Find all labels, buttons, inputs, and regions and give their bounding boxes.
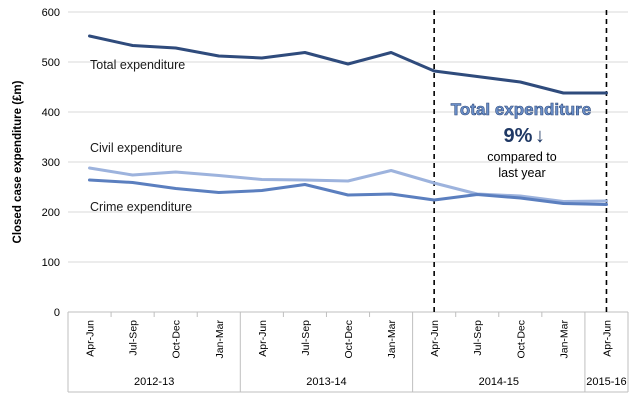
- y-tick-label-100: 100: [42, 257, 60, 269]
- y-tick-label-300: 300: [42, 157, 60, 169]
- series-line-1: [88, 166, 608, 203]
- series-label-0: Total expenditure: [90, 58, 185, 72]
- y-tick-label-200: 200: [42, 207, 60, 219]
- annotation-title: Total expenditure: [451, 100, 591, 119]
- series-label-2: Crime expenditure: [90, 200, 192, 214]
- x-tick-label-0: Apr-Jun: [85, 320, 97, 357]
- y-axis-ticks: 0 100 200 300 400 500 600: [42, 7, 60, 319]
- x-tick-label-2: Oct-Dec: [171, 320, 183, 359]
- y-tick-label-0: 0: [54, 307, 60, 319]
- year-label-2013-14: 2013-14: [306, 376, 346, 388]
- annotation-box: Total expenditure 9% ↓ compared to last …: [450, 100, 591, 180]
- down-arrow-icon: ↓: [535, 125, 545, 147]
- x-tick-label-9: Jul-Sep: [472, 320, 484, 356]
- y-tick-label-400: 400: [42, 107, 60, 119]
- y-tick-label-500: 500: [42, 57, 60, 69]
- x-tick-label-7: Jan-Mar: [386, 320, 398, 359]
- annotation-line-2: last year: [498, 166, 545, 180]
- x-axis: Apr-Jun Jul-Sep Oct-Dec Jan-Mar Apr-Jun Jul-S…: [67, 311, 629, 393]
- year-label-2015-16: 2015-16: [586, 376, 626, 388]
- annotation-line-1: compared to: [487, 150, 557, 164]
- year-label-2012-13: 2012-13: [134, 376, 174, 388]
- year-label-2014-15: 2014-15: [479, 376, 519, 388]
- y-axis-title: Closed case expenditure (£m): [12, 80, 24, 243]
- x-tick-label-4: Apr-Jun: [257, 320, 269, 357]
- x-tick-label-5: Jul-Sep: [300, 320, 312, 356]
- x-tick-label-10: Oct-Dec: [515, 320, 527, 359]
- x-tick-label-6: Oct-Dec: [343, 320, 355, 359]
- x-tick-label-1: Jul-Sep: [128, 320, 140, 356]
- x-tick-label-3: Jan-Mar: [214, 320, 226, 359]
- x-tick-label-12: Apr-Jun: [601, 320, 613, 357]
- y-tick-label-600: 600: [42, 7, 60, 19]
- series-line-0: [88, 34, 608, 95]
- annotation-percent: 9%: [504, 125, 533, 147]
- gridlines: [68, 11, 628, 263]
- x-tick-label-8: Apr-Jun: [429, 320, 441, 357]
- series-lines: [88, 34, 608, 206]
- series-label-1: Civil expenditure: [90, 141, 182, 155]
- x-tick-label-11: Jan-Mar: [558, 320, 570, 359]
- series-labels: Total expenditure Civil expenditure Crime …: [90, 58, 192, 214]
- series-line-2: [88, 178, 608, 206]
